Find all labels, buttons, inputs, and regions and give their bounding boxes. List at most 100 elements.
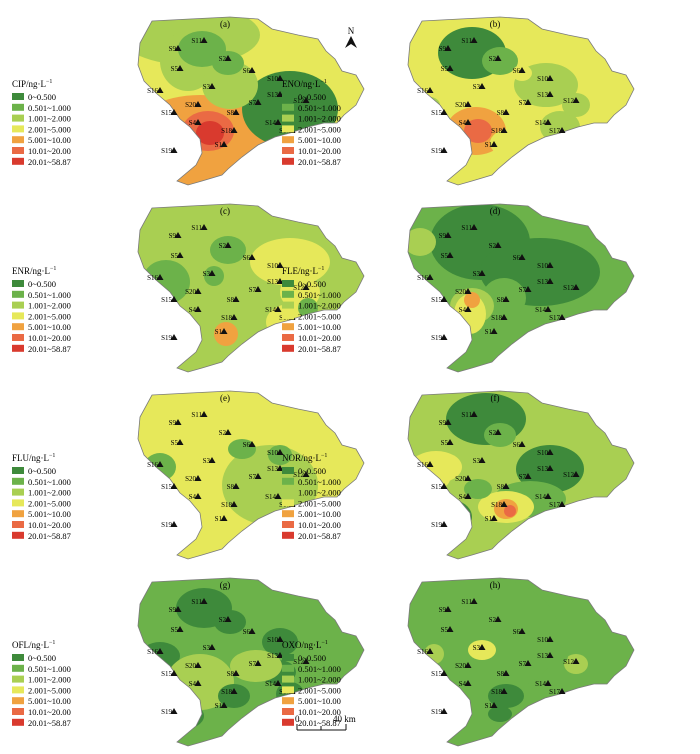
site-marker-icon [490, 702, 498, 708]
site-label: S1 [215, 328, 223, 336]
legend-swatch [12, 708, 24, 715]
site-label: S20 [455, 475, 466, 483]
site-label: S2 [489, 616, 497, 624]
site-label: S10 [267, 636, 278, 644]
site-label: S12 [293, 97, 304, 105]
legend-swatch [12, 344, 24, 352]
site-marker-icon [546, 91, 554, 97]
site-marker-icon [302, 471, 310, 477]
site-label: S14 [265, 119, 276, 127]
site-marker-icon [444, 606, 452, 612]
site-label: S18 [491, 127, 502, 135]
site-marker-icon [426, 274, 434, 280]
site-marker-icon [200, 224, 208, 230]
site-marker-icon [490, 328, 498, 334]
legend-range: 1.001~2.000 [28, 301, 71, 311]
site-label: S8 [497, 670, 505, 678]
site-label: S5 [441, 65, 449, 73]
site-marker-icon [524, 660, 532, 666]
site-marker-icon [494, 616, 502, 622]
site-marker-icon [208, 457, 216, 463]
site-label: S18 [221, 127, 232, 135]
legend-swatch [282, 290, 294, 298]
contour-zone [464, 292, 480, 308]
site-marker-icon [444, 419, 452, 425]
legend-swatch [12, 499, 24, 507]
site-marker-icon [518, 67, 526, 73]
legend-swatch [282, 718, 294, 726]
site-marker-icon [224, 429, 232, 435]
site-label: S3 [203, 644, 211, 652]
site-label: S18 [491, 314, 502, 322]
site-label: S19 [431, 334, 442, 342]
site-label: S3 [203, 83, 211, 91]
site-label: S5 [171, 626, 179, 634]
site-marker-icon [446, 252, 454, 258]
site-marker-icon [230, 688, 238, 694]
contour-zone [562, 93, 590, 117]
site-marker-icon [544, 493, 552, 499]
site-marker-icon [194, 662, 202, 668]
site-label: S12 [563, 658, 574, 666]
site-label: S10 [537, 636, 548, 644]
legend-swatch [12, 125, 24, 133]
site-marker-icon [470, 224, 478, 230]
legend-swatch [282, 664, 294, 672]
site-label: S2 [219, 55, 227, 63]
site-marker-icon [500, 688, 508, 694]
scale-start: 0 [295, 714, 300, 724]
site-label: S19 [431, 521, 442, 529]
legend-swatch [12, 301, 24, 309]
site-marker-icon [176, 626, 184, 632]
legend-swatch [282, 93, 294, 100]
site-label: S15 [161, 483, 172, 491]
site-marker-icon [446, 626, 454, 632]
legend-swatch [12, 488, 24, 496]
site-label: S3 [473, 644, 481, 652]
site-marker-icon [524, 286, 532, 292]
scale-end: 40 km [333, 714, 356, 724]
site-marker-icon [302, 658, 310, 664]
site-label: S14 [265, 493, 276, 501]
site-marker-icon [170, 708, 178, 714]
site-label: S20 [185, 288, 196, 296]
site-label: S13 [537, 465, 548, 473]
site-label: S6 [243, 67, 251, 75]
site-label: S19 [161, 334, 172, 342]
legend-swatch [12, 157, 24, 165]
site-marker-icon [170, 147, 178, 153]
legend-swatch [282, 675, 294, 683]
site-label: S13 [267, 278, 278, 286]
legend-title-exponent: −1 [321, 453, 327, 459]
site-label: S8 [227, 670, 235, 678]
site-label: S7 [249, 286, 257, 294]
legend-swatch [12, 675, 24, 683]
site-marker-icon [494, 55, 502, 61]
site-label: S4 [459, 119, 467, 127]
site-marker-icon [572, 284, 580, 290]
legend-swatch [282, 521, 294, 528]
legend-swatch [282, 103, 294, 111]
site-marker-icon [200, 598, 208, 604]
contour-zone [488, 706, 512, 722]
site-label: S11 [461, 37, 472, 45]
legend: ENR/ng·L−10~0.5000.501~1.0001.001~2.0002… [12, 266, 71, 354]
site-marker-icon [502, 670, 510, 676]
legend-swatch [282, 477, 294, 485]
site-label: S20 [185, 662, 196, 670]
legend-swatch [12, 93, 24, 100]
site-label: S11 [191, 411, 202, 419]
site-label: S13 [267, 652, 278, 660]
site-marker-icon [546, 465, 554, 471]
site-label: S18 [491, 688, 502, 696]
legend-title: ENR/ng·L−1 [12, 266, 56, 276]
legend-swatch [12, 718, 24, 726]
site-label: S6 [513, 67, 521, 75]
site-label: S12 [293, 471, 304, 479]
legend-range: 5.001~10.00 [28, 322, 71, 332]
legend-range: 1.001~2.000 [298, 301, 341, 311]
site-label: S5 [441, 626, 449, 634]
site-marker-icon [220, 702, 228, 708]
site-marker-icon [156, 87, 164, 93]
site-marker-icon [174, 45, 182, 51]
